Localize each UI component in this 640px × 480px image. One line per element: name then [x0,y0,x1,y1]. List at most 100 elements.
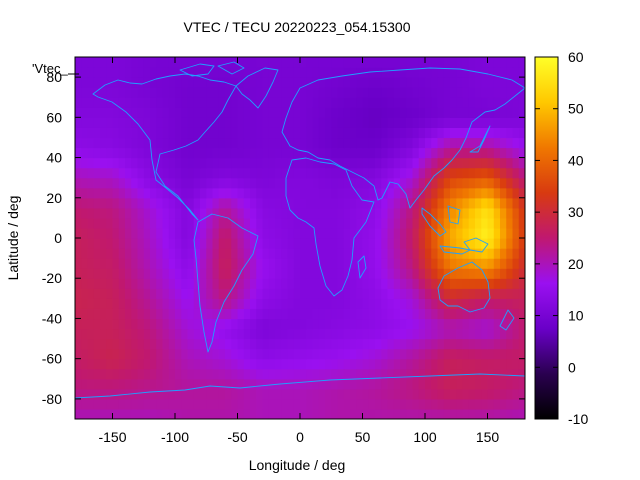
heatmap-cell [287,338,295,350]
heatmap-cell [200,187,207,199]
heatmap-cell [137,358,145,370]
heatmap-cell [331,268,339,279]
heatmap-cell [412,268,420,279]
heatmap-cell [206,177,214,189]
heatmap-cell [156,248,164,259]
heatmap-cell [125,318,132,330]
heatmap-cell [368,207,376,219]
heatmap-cell [406,298,414,309]
heatmap-cell [406,248,414,259]
heatmap-cell [281,278,289,289]
heatmap-cell [350,398,357,410]
heatmap-cell [268,378,276,390]
heatmap-cell [162,127,170,139]
heatmap-cell [287,167,295,179]
heatmap-cell [237,107,245,118]
heatmap-cell [112,288,120,299]
heatmap-cell [400,167,407,179]
heatmap-cell [306,378,314,390]
heatmap-cell [75,167,82,179]
heatmap-cell [337,57,345,68]
heatmap-cell [400,388,407,400]
heatmap-cell [225,187,232,199]
heatmap-cell [300,398,307,410]
heatmap-cell [337,398,345,410]
heatmap-cell [206,308,214,320]
heatmap-cell [518,77,525,88]
heatmap-cell [256,147,264,159]
heatmap-cell [312,308,320,320]
heatmap-cell [412,217,420,229]
heatmap-cell [93,67,101,78]
heatmap-cell [206,207,214,219]
heatmap-cell [162,97,170,108]
heatmap-cell [318,227,326,239]
heatmap-cell [200,278,207,289]
heatmap-cell [131,358,139,370]
heatmap-cell [287,378,295,390]
heatmap-cell [443,97,451,108]
heatmap-cell [200,308,207,320]
heatmap-cell [137,187,145,199]
heatmap-cell [468,268,476,279]
heatmap-cell [312,338,320,350]
heatmap-cell [318,167,326,179]
heatmap-cell [175,167,182,179]
heatmap-cell [137,197,145,209]
heatmap-cell [456,288,464,299]
heatmap-cell [81,288,89,299]
heatmap-cell [218,217,226,229]
heatmap-cell [450,177,457,189]
heatmap-cell [81,398,89,410]
heatmap-cell [518,408,525,419]
heatmap-cell [450,368,457,380]
heatmap-cell [206,97,214,108]
heatmap-cell [118,298,126,309]
heatmap-cell [312,107,320,118]
heatmap-cell [368,217,376,229]
heatmap-cell [450,207,457,219]
heatmap-cell [200,227,207,239]
heatmap-cell [293,207,301,219]
heatmap-cell [275,57,282,68]
heatmap-cell [275,268,282,279]
heatmap-cell [125,127,132,139]
heatmap-cell [487,107,495,118]
heatmap-cell [262,97,270,108]
heatmap-cell [393,248,401,259]
heatmap-cell [193,398,201,410]
heatmap-cell [118,207,126,219]
coast-north-america [92,73,237,221]
heatmap-cell [218,137,226,149]
heatmap-cell [350,348,357,360]
heatmap-cell [237,268,245,279]
heatmap-cell [87,67,95,78]
heatmap-cell [237,238,245,249]
heatmap-cell [225,398,232,410]
heatmap-cell [387,348,395,360]
heatmap-cell [131,187,139,199]
heatmap-cell [375,177,382,189]
heatmap-cell [137,298,145,309]
y-tick-label: -60 [42,351,62,367]
heatmap-cell [293,187,301,199]
heatmap-cell [75,268,82,279]
heatmap-cell [268,147,276,159]
coast-new-zealand [499,309,515,331]
heatmap-cell [506,238,514,249]
heatmap-cell [312,348,320,360]
heatmap-cell [212,57,220,68]
heatmap-cell [356,318,364,330]
heatmap-cell [275,207,282,219]
heatmap-cell [293,328,301,340]
y-tick-label: 0 [54,230,62,246]
heatmap-cell [81,157,89,169]
heatmap-cell [337,197,345,209]
heatmap-cell [162,288,170,299]
heatmap-cell [100,167,107,179]
heatmap-cell [487,398,495,410]
heatmap-cell [450,328,457,340]
heatmap-cell [225,288,232,299]
heatmap-cell [387,57,395,68]
heatmap-cell [175,117,182,128]
